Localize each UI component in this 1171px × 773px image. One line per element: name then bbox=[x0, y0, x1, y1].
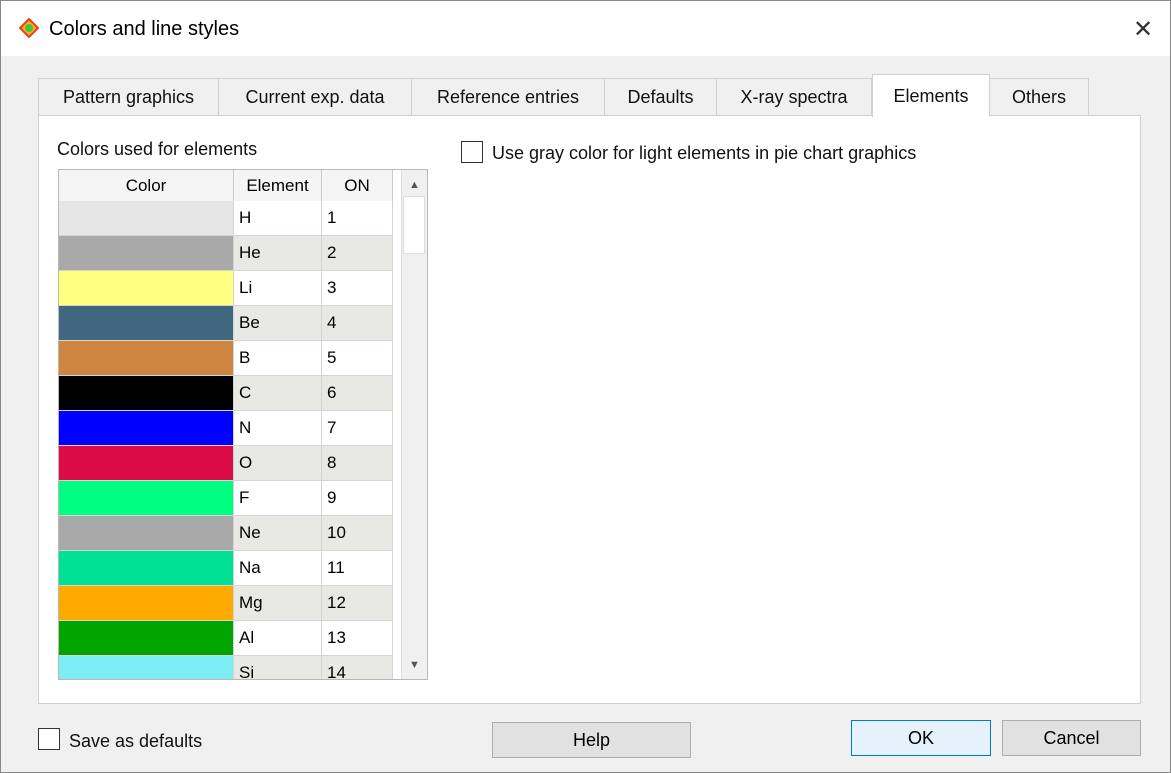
cancel-button[interactable]: Cancel bbox=[1002, 720, 1141, 756]
table-row[interactable]: Na 11 bbox=[59, 551, 393, 586]
color-swatch[interactable] bbox=[59, 551, 234, 586]
save-defaults-label[interactable]: Save as defaults bbox=[69, 731, 203, 751]
color-swatch[interactable] bbox=[59, 411, 234, 446]
on-cell: 10 bbox=[322, 516, 393, 551]
tab-x-ray-spectra[interactable]: X-ray spectra bbox=[716, 78, 872, 116]
table-row[interactable]: Si 14 bbox=[59, 656, 393, 679]
color-swatch[interactable] bbox=[59, 306, 234, 341]
scrollbar-thumb[interactable] bbox=[403, 196, 425, 254]
element-cell: Si bbox=[234, 656, 322, 679]
element-cell: C bbox=[234, 376, 322, 411]
element-cell: B bbox=[234, 341, 322, 376]
column-header-element[interactable]: Element bbox=[234, 170, 322, 201]
on-cell: 11 bbox=[322, 551, 393, 586]
on-cell: 14 bbox=[322, 656, 393, 679]
element-cell: Ne bbox=[234, 516, 322, 551]
table-row[interactable]: Mg 12 bbox=[59, 586, 393, 621]
color-swatch[interactable] bbox=[59, 586, 234, 621]
table-row[interactable]: Li 3 bbox=[59, 271, 393, 306]
table-row[interactable]: C 6 bbox=[59, 376, 393, 411]
element-cell: He bbox=[234, 236, 322, 271]
element-cell: F bbox=[234, 481, 322, 516]
on-cell: 6 bbox=[322, 376, 393, 411]
group-label: Colors used for elements bbox=[57, 139, 258, 159]
on-cell: 5 bbox=[322, 341, 393, 376]
tab-defaults[interactable]: Defaults bbox=[604, 78, 717, 116]
tab-others[interactable]: Others bbox=[989, 78, 1089, 116]
help-button[interactable]: Help bbox=[492, 722, 691, 758]
table-row[interactable]: Al 13 bbox=[59, 621, 393, 656]
element-cell: Li bbox=[234, 271, 322, 306]
title-bar: Colors and line styles ✕ bbox=[1, 1, 1170, 56]
table-row[interactable]: Be 4 bbox=[59, 306, 393, 341]
close-icon[interactable]: ✕ bbox=[1132, 15, 1154, 43]
table-row[interactable]: F 9 bbox=[59, 481, 393, 516]
tab-current-exp-data[interactable]: Current exp. data bbox=[218, 78, 412, 116]
gray-color-label[interactable]: Use gray color for light elements in pie… bbox=[492, 143, 917, 163]
color-swatch[interactable] bbox=[59, 376, 234, 411]
table-row[interactable]: Ne 10 bbox=[59, 516, 393, 551]
table-body: H 1 He 2 Li 3 Be 4 B 5 C 6 N 7 O 8 F 9 N… bbox=[59, 201, 393, 679]
color-swatch[interactable] bbox=[59, 516, 234, 551]
on-cell: 9 bbox=[322, 481, 393, 516]
table-row[interactable]: He 2 bbox=[59, 236, 393, 271]
on-cell: 8 bbox=[322, 446, 393, 481]
vertical-scrollbar[interactable]: ▲ ▼ bbox=[401, 170, 427, 679]
element-cell: N bbox=[234, 411, 322, 446]
save-defaults-checkbox[interactable] bbox=[38, 728, 60, 750]
color-swatch[interactable] bbox=[59, 271, 234, 306]
scroll-down-icon[interactable]: ▼ bbox=[409, 658, 420, 671]
on-cell: 2 bbox=[322, 236, 393, 271]
color-swatch[interactable] bbox=[59, 446, 234, 481]
color-swatch[interactable] bbox=[59, 341, 234, 376]
color-swatch[interactable] bbox=[59, 236, 234, 271]
window-title: Colors and line styles bbox=[49, 18, 240, 40]
color-swatch[interactable] bbox=[59, 481, 234, 516]
on-cell: 4 bbox=[322, 306, 393, 341]
on-cell: 3 bbox=[322, 271, 393, 306]
color-swatch[interactable] bbox=[59, 621, 234, 656]
element-cell: O bbox=[234, 446, 322, 481]
column-header-on[interactable]: ON bbox=[322, 170, 393, 201]
on-cell: 7 bbox=[322, 411, 393, 446]
ok-button[interactable]: OK bbox=[851, 720, 991, 756]
tab-pattern-graphics[interactable]: Pattern graphics bbox=[38, 78, 219, 116]
color-swatch[interactable] bbox=[59, 201, 234, 236]
element-cell: Mg bbox=[234, 586, 322, 621]
on-cell: 12 bbox=[322, 586, 393, 621]
element-cell: Be bbox=[234, 306, 322, 341]
tab-elements[interactable]: Elements bbox=[872, 74, 990, 117]
column-header-color[interactable]: Color bbox=[59, 170, 234, 201]
element-cell: Na bbox=[234, 551, 322, 586]
color-swatch[interactable] bbox=[59, 656, 234, 679]
element-cell: H bbox=[234, 201, 322, 236]
table-row[interactable]: B 5 bbox=[59, 341, 393, 376]
tab-reference-entries[interactable]: Reference entries bbox=[411, 78, 605, 116]
scroll-up-icon[interactable]: ▲ bbox=[409, 178, 420, 191]
on-cell: 13 bbox=[322, 621, 393, 656]
element-colors-table: Color Element ON H 1 He 2 Li 3 Be 4 B 5 … bbox=[58, 169, 428, 680]
gray-color-checkbox[interactable] bbox=[461, 141, 483, 163]
app-diamond-icon bbox=[19, 18, 39, 38]
table-row[interactable]: O 8 bbox=[59, 446, 393, 481]
element-cell: Al bbox=[234, 621, 322, 656]
table-row[interactable]: N 7 bbox=[59, 411, 393, 446]
table-header: Color Element ON bbox=[59, 170, 393, 202]
table-row[interactable]: H 1 bbox=[59, 201, 393, 236]
on-cell: 1 bbox=[322, 201, 393, 236]
